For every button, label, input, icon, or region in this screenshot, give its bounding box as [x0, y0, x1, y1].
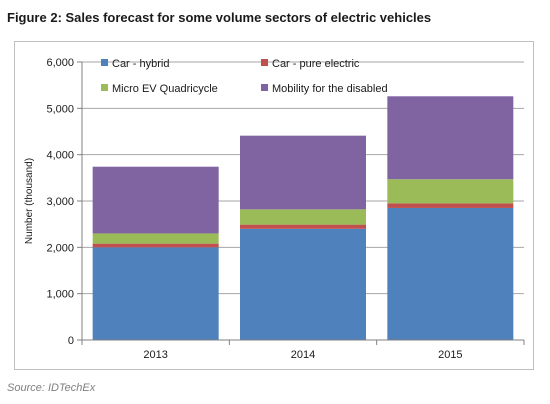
bar-segment-2013-2: [92, 243, 219, 248]
chart-title: Figure 2: Sales forecast for some volume…: [7, 10, 432, 25]
legend-swatch-1: [101, 59, 108, 66]
bar-segment-2015-1: [387, 207, 514, 340]
legend-swatch-2: [261, 59, 268, 66]
bar-segment-2014-1: [240, 228, 366, 340]
y-tick-label: 4,000: [46, 150, 74, 162]
chart-area: 0 1,000 2,000 3,000 4,000 5,000 6,000 2013 2014 2…: [14, 41, 534, 370]
x-tick-label: 2014: [291, 349, 315, 361]
x-tick-label: 2015: [438, 349, 462, 361]
y-tick-label: 3,000: [46, 196, 74, 208]
source-note: Source: IDTechEx: [7, 382, 96, 394]
bar-segment-2013-1: [92, 247, 219, 340]
x-tick-label: 2013: [143, 349, 167, 361]
legend-swatch-4: [261, 84, 268, 91]
legend-label-3: Micro EV Quadricycle: [112, 83, 218, 95]
bar-segment-2014-2: [240, 224, 366, 229]
legend-label-2: Car - pure electric: [272, 58, 360, 70]
bar-segment-2015-2: [387, 203, 514, 208]
bar-segment-2015-4: [387, 96, 514, 180]
bar-segment-2015-3: [387, 179, 514, 204]
bar-segment-2014-3: [240, 209, 366, 225]
axes: 0 1,000 2,000 3,000 4,000 5,000 6,000 2013 2014 2…: [46, 57, 525, 361]
bars: [92, 96, 514, 340]
legend-label-1: Car - hybrid: [112, 58, 169, 70]
y-tick-label: 1,000: [46, 289, 74, 301]
y-tick-label: 0: [68, 335, 74, 347]
bar-segment-2013-4: [92, 166, 219, 234]
y-tick-label: 2,000: [46, 242, 74, 254]
bar-segment-2014-4: [240, 135, 366, 210]
bar-segment-2013-3: [92, 233, 219, 244]
y-tick-label: 5,000: [46, 103, 74, 115]
y-tick-label: 6,000: [46, 57, 74, 69]
legend-swatch-3: [101, 84, 108, 91]
y-axis-label: Number (thousand): [24, 158, 35, 244]
legend: Car - hybrid Car - pure electric Micro EV …: [101, 58, 388, 95]
legend-label-4: Mobility for the disabled: [272, 83, 388, 95]
stacked-bar-chart: 0 1,000 2,000 3,000 4,000 5,000 6,000 2013 2014 2…: [24, 57, 525, 361]
